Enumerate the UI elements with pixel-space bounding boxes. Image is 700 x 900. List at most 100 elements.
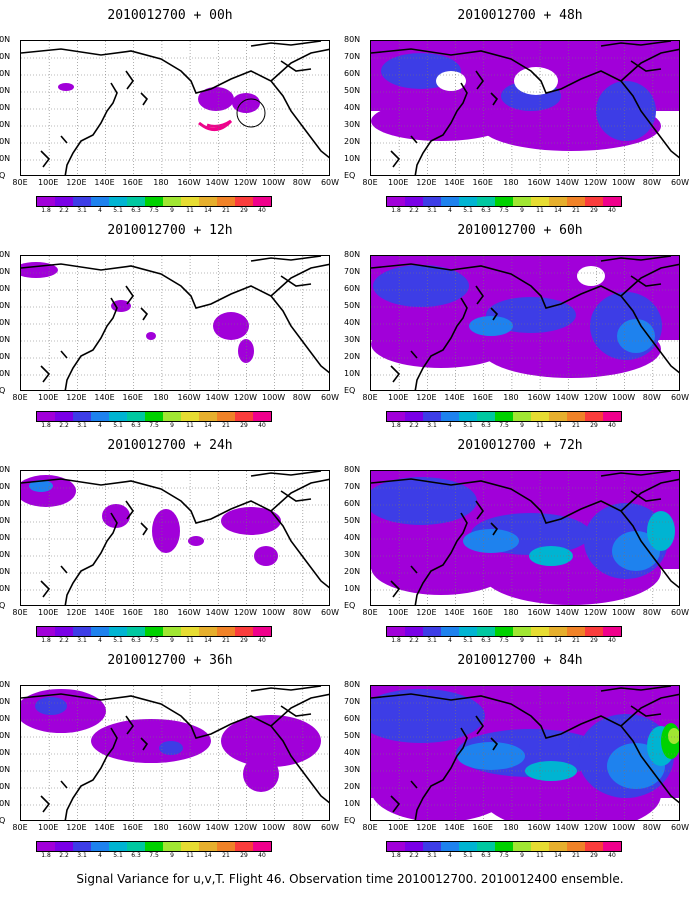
lat-tick-label: 40N bbox=[344, 103, 361, 112]
coastlines bbox=[21, 686, 329, 820]
colorbar-label: 6.3 bbox=[481, 422, 491, 429]
lon-tick-label: 100E bbox=[38, 608, 59, 617]
colorbar-label: 40 bbox=[608, 637, 616, 644]
colorbar-swatch bbox=[585, 412, 603, 421]
colorbar-swatch bbox=[217, 627, 235, 636]
colorbar-label: 14 bbox=[204, 422, 212, 429]
lon-tick-label: 120E bbox=[416, 823, 437, 832]
colorbar-label: 3.1 bbox=[77, 207, 87, 214]
colorbar-label: 6.3 bbox=[481, 852, 491, 859]
lon-tick-label: 160E bbox=[472, 178, 493, 187]
variance-blob bbox=[647, 511, 675, 551]
lon-tick-label: 120E bbox=[66, 608, 87, 617]
colorbar-label: 2.2 bbox=[409, 852, 419, 859]
colorbar-label: 4 bbox=[98, 422, 102, 429]
colorbar bbox=[386, 841, 622, 852]
colorbar-label: 40 bbox=[258, 637, 266, 644]
lon-tick-label: 100W bbox=[262, 178, 286, 187]
lat-tick-label: 70N bbox=[344, 267, 361, 276]
lon-tick-label: 60W bbox=[320, 823, 340, 832]
lon-tick-label: 140W bbox=[555, 178, 579, 187]
lon-tick-label: 120W bbox=[233, 393, 258, 402]
colorbar-label: 7.5 bbox=[499, 422, 509, 429]
colorbar-swatch bbox=[145, 197, 163, 206]
colorbar-swatch bbox=[549, 627, 567, 636]
lon-tick-label: 80W bbox=[642, 178, 661, 187]
forecast-panel: 2010012700 + 24h 80N 70N 60N 50N 40N 30N 20N 10N… bbox=[0, 430, 340, 650]
variance-blob bbox=[463, 529, 519, 553]
colorbar-swatch bbox=[55, 627, 73, 636]
lat-tick-label: 50N bbox=[0, 301, 11, 310]
colorbar-swatch bbox=[199, 842, 217, 851]
longitude-labels: 80E 100E 120E 140E 160E 180 160W 140W 120W 100W 80… bbox=[358, 823, 692, 833]
colorbar-swatch bbox=[73, 842, 91, 851]
lon-tick-label: 100W bbox=[612, 823, 636, 832]
lat-tick-label: 50N bbox=[0, 86, 11, 95]
colorbar-swatch bbox=[423, 842, 441, 851]
panel-title: 2010012700 + 72h bbox=[457, 438, 583, 453]
colorbar-swatch bbox=[459, 197, 477, 206]
colorbar-swatch bbox=[423, 197, 441, 206]
colorbar-labels: 1.8 2.2 3.1 4 5.1 6.3 7.5 9 11 14 21 29 40 bbox=[386, 422, 656, 430]
colorbar-swatch bbox=[91, 842, 109, 851]
longitude-labels: 80E 100E 120E 140E 160E 180 160W 140W 120W 100W 80… bbox=[8, 178, 342, 188]
colorbar-label: 40 bbox=[608, 207, 616, 214]
variance-blob bbox=[617, 319, 655, 353]
lat-tick-label: 10N bbox=[0, 154, 11, 163]
colorbar-swatch bbox=[387, 842, 405, 851]
lon-tick-label: 160E bbox=[472, 393, 493, 402]
colorbar-swatch bbox=[405, 197, 423, 206]
latitude-labels: 80N 70N 60N 50N 40N 30N 20N 10N EQ bbox=[0, 466, 22, 616]
latitude-labels: 80N 70N 60N 50N 40N 30N 20N 10N EQ bbox=[344, 681, 372, 831]
colorbar-swatch bbox=[405, 842, 423, 851]
lon-tick-label: 160E bbox=[472, 823, 493, 832]
colorbar-label: 11 bbox=[536, 422, 544, 429]
lon-tick-label: 80E bbox=[362, 823, 378, 832]
colorbar-swatch bbox=[603, 842, 621, 851]
colorbar-swatch bbox=[37, 627, 55, 636]
colorbar-label: 3.1 bbox=[77, 637, 87, 644]
forecast-panel: 2010012700 + 36h 80N 70N 60N 50N 40N 30N 20N 10N… bbox=[0, 645, 340, 865]
colorbar bbox=[386, 411, 622, 422]
colorbar-label: 6.3 bbox=[131, 207, 141, 214]
colorbar-swatch bbox=[199, 412, 217, 421]
panel-title: 2010012700 + 24h bbox=[107, 438, 233, 453]
colorbar-label: 6.3 bbox=[131, 852, 141, 859]
lat-tick-label: 20N bbox=[0, 137, 11, 146]
lon-tick-label: 120E bbox=[66, 823, 87, 832]
colorbar-label: 7.5 bbox=[499, 637, 509, 644]
colorbar-label: 9 bbox=[170, 207, 174, 214]
lat-tick-label: 60N bbox=[344, 714, 361, 723]
lat-tick-label: EQ bbox=[0, 386, 6, 395]
lon-tick-label: 100E bbox=[38, 823, 59, 832]
colorbar-swatch bbox=[145, 412, 163, 421]
lat-tick-label: 80N bbox=[344, 250, 361, 259]
colorbar-label: 3.1 bbox=[427, 852, 437, 859]
colorbar-labels: 1.8 2.2 3.1 4 5.1 6.3 7.5 9 11 14 21 29 40 bbox=[386, 852, 656, 860]
lon-tick-label: 160W bbox=[177, 823, 201, 832]
lat-tick-label: 50N bbox=[344, 301, 361, 310]
variance-blob bbox=[612, 531, 660, 571]
lon-tick-label: 180 bbox=[503, 393, 519, 402]
colorbar-swatch bbox=[387, 627, 405, 636]
variance-blob bbox=[371, 101, 511, 141]
lon-tick-label: 140E bbox=[444, 608, 465, 617]
colorbar-label: 4 bbox=[448, 422, 452, 429]
colorbar-swatch bbox=[109, 197, 127, 206]
lon-tick-label: 100E bbox=[388, 823, 409, 832]
graticule bbox=[371, 256, 679, 390]
colorbar-swatch bbox=[127, 197, 145, 206]
colorbar-label: 2.2 bbox=[59, 637, 69, 644]
colorbar-swatch bbox=[423, 627, 441, 636]
colorbar-swatch bbox=[37, 197, 55, 206]
variance-blob bbox=[35, 697, 67, 715]
no-data-gap bbox=[436, 71, 466, 91]
variance-blob bbox=[146, 332, 156, 340]
colorbar-swatch bbox=[603, 197, 621, 206]
lat-tick-label: 80N bbox=[0, 250, 11, 259]
latitude-labels: 80N 70N 60N 50N 40N 30N 20N 10N EQ bbox=[0, 251, 22, 401]
colorbar-label: 21 bbox=[572, 852, 580, 859]
lat-tick-label: 50N bbox=[0, 516, 11, 525]
lon-tick-label: 80W bbox=[642, 823, 661, 832]
lon-tick-label: 140E bbox=[94, 823, 115, 832]
